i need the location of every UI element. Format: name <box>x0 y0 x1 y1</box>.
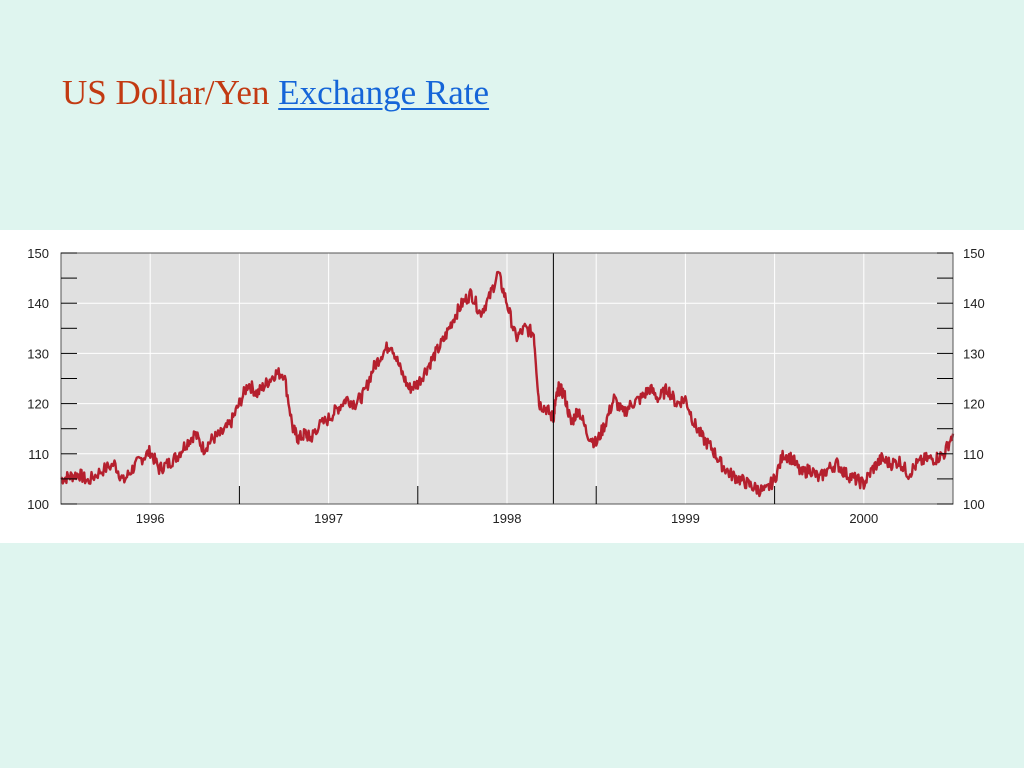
slide-title-text: US Dollar/Yen <box>62 73 270 112</box>
series-line <box>60 270 955 498</box>
chart-panel: 100 100 110 110 120 120 130 130 140 140 150 150 1996… <box>0 230 1024 543</box>
y-tick-label-right: 110 <box>963 447 984 462</box>
y-tick-label-right: 140 <box>963 296 985 311</box>
slide-title: US Dollar/Yen Exchange Rate <box>62 72 489 114</box>
x-tick-label: 1996 <box>136 511 165 526</box>
exchange-rate-chart: 100 100 110 110 120 120 130 130 140 140 150 150 1996… <box>27 246 985 526</box>
y-tick-label-left: 140 <box>27 296 49 311</box>
y-tick-label-right: 120 <box>963 397 985 412</box>
y-tick-label-left: 110 <box>28 447 49 462</box>
x-tick-label: 1999 <box>671 511 700 526</box>
y-tick-label-right: 150 <box>963 246 985 261</box>
y-tick-label-left: 150 <box>27 246 49 261</box>
y-tick-label-left: 130 <box>27 346 49 361</box>
y-tick-label-left: 100 <box>27 497 49 512</box>
y-tick-label-left: 120 <box>27 397 49 412</box>
y-tick-label-right: 100 <box>963 497 985 512</box>
y-tick-label-right: 130 <box>963 346 985 361</box>
exchange-rate-link[interactable]: Exchange Rate <box>278 73 490 112</box>
x-tick-label: 2000 <box>849 511 878 526</box>
x-tick-label: 1997 <box>314 511 343 526</box>
x-tick-label: 1998 <box>493 511 522 526</box>
